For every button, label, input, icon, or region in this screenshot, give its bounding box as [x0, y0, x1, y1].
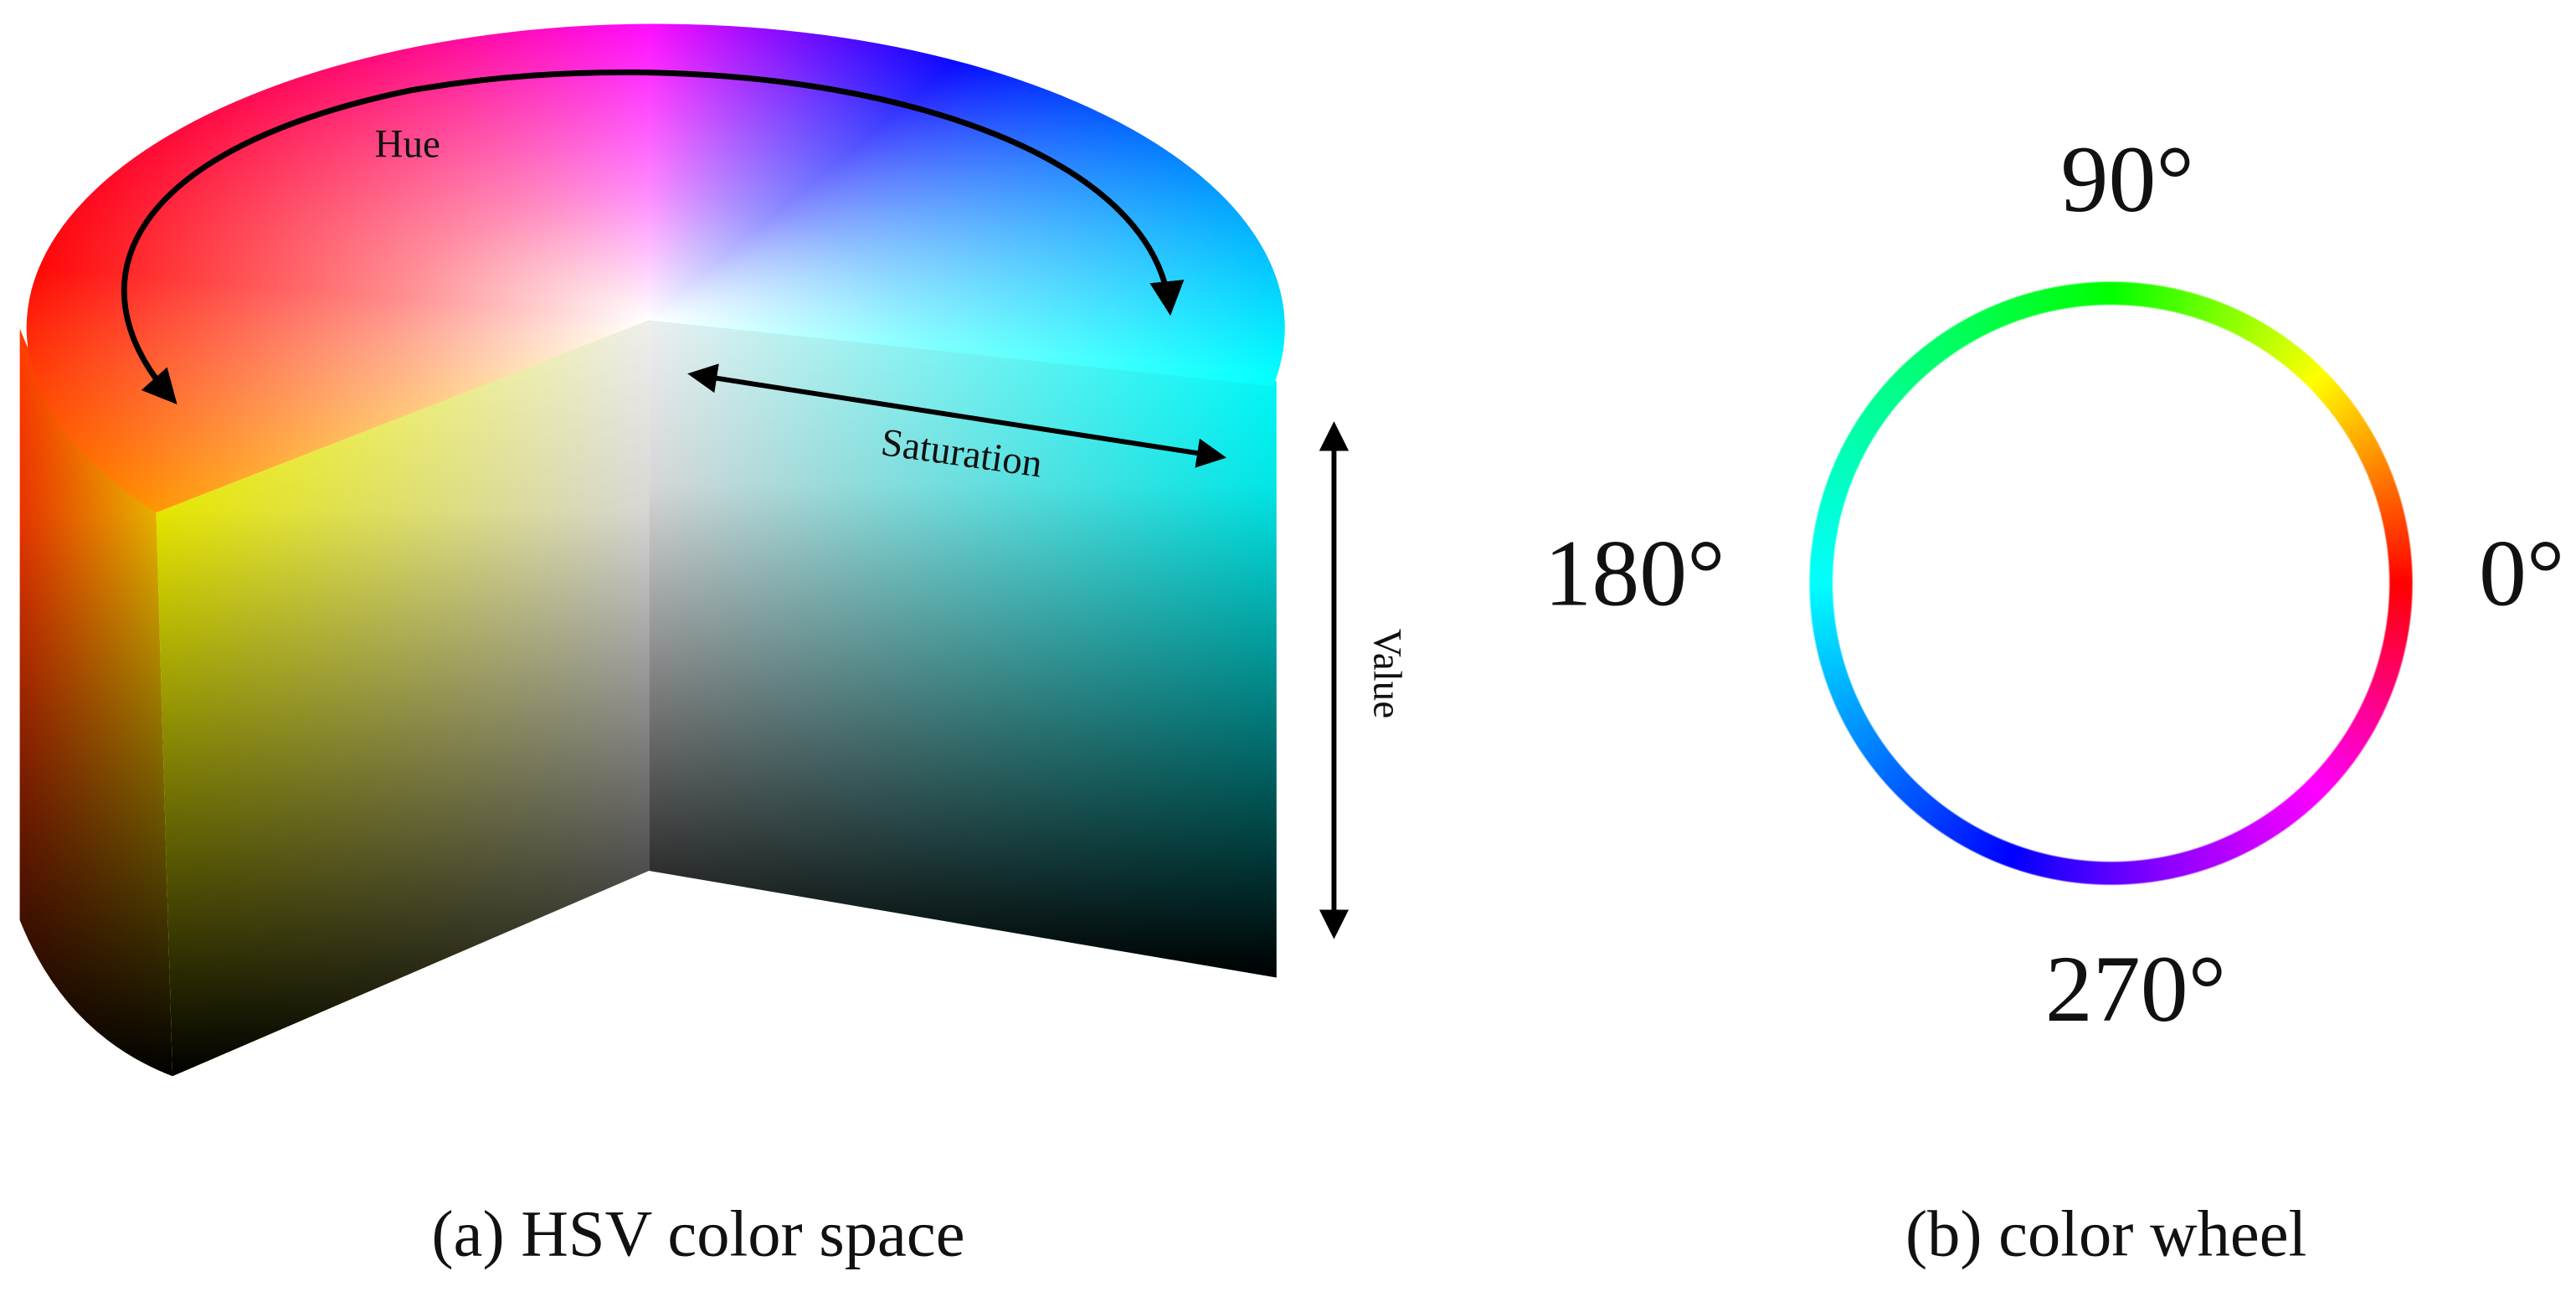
color-wheel: [1807, 279, 2415, 888]
saturation-arrow: [687, 363, 1227, 468]
cut-face-right: [649, 320, 1277, 978]
caption: (b) color wheel: [1905, 1197, 2306, 1270]
hsv-cylinder: [19, 23, 1285, 1077]
hue-label: Hue: [375, 122, 440, 166]
angle-label: 90°: [2061, 126, 2194, 232]
angle-label: 270°: [2045, 936, 2226, 1042]
value-label: Value: [1365, 629, 1408, 718]
caption: (a) HSV color space: [432, 1197, 965, 1270]
left-wall: [19, 328, 173, 1077]
cut-face-left: [156, 320, 650, 1077]
angle-label: 180°: [1544, 521, 1725, 626]
hue-arrow: [121, 69, 1185, 404]
angle-label: 0°: [2479, 521, 2564, 626]
